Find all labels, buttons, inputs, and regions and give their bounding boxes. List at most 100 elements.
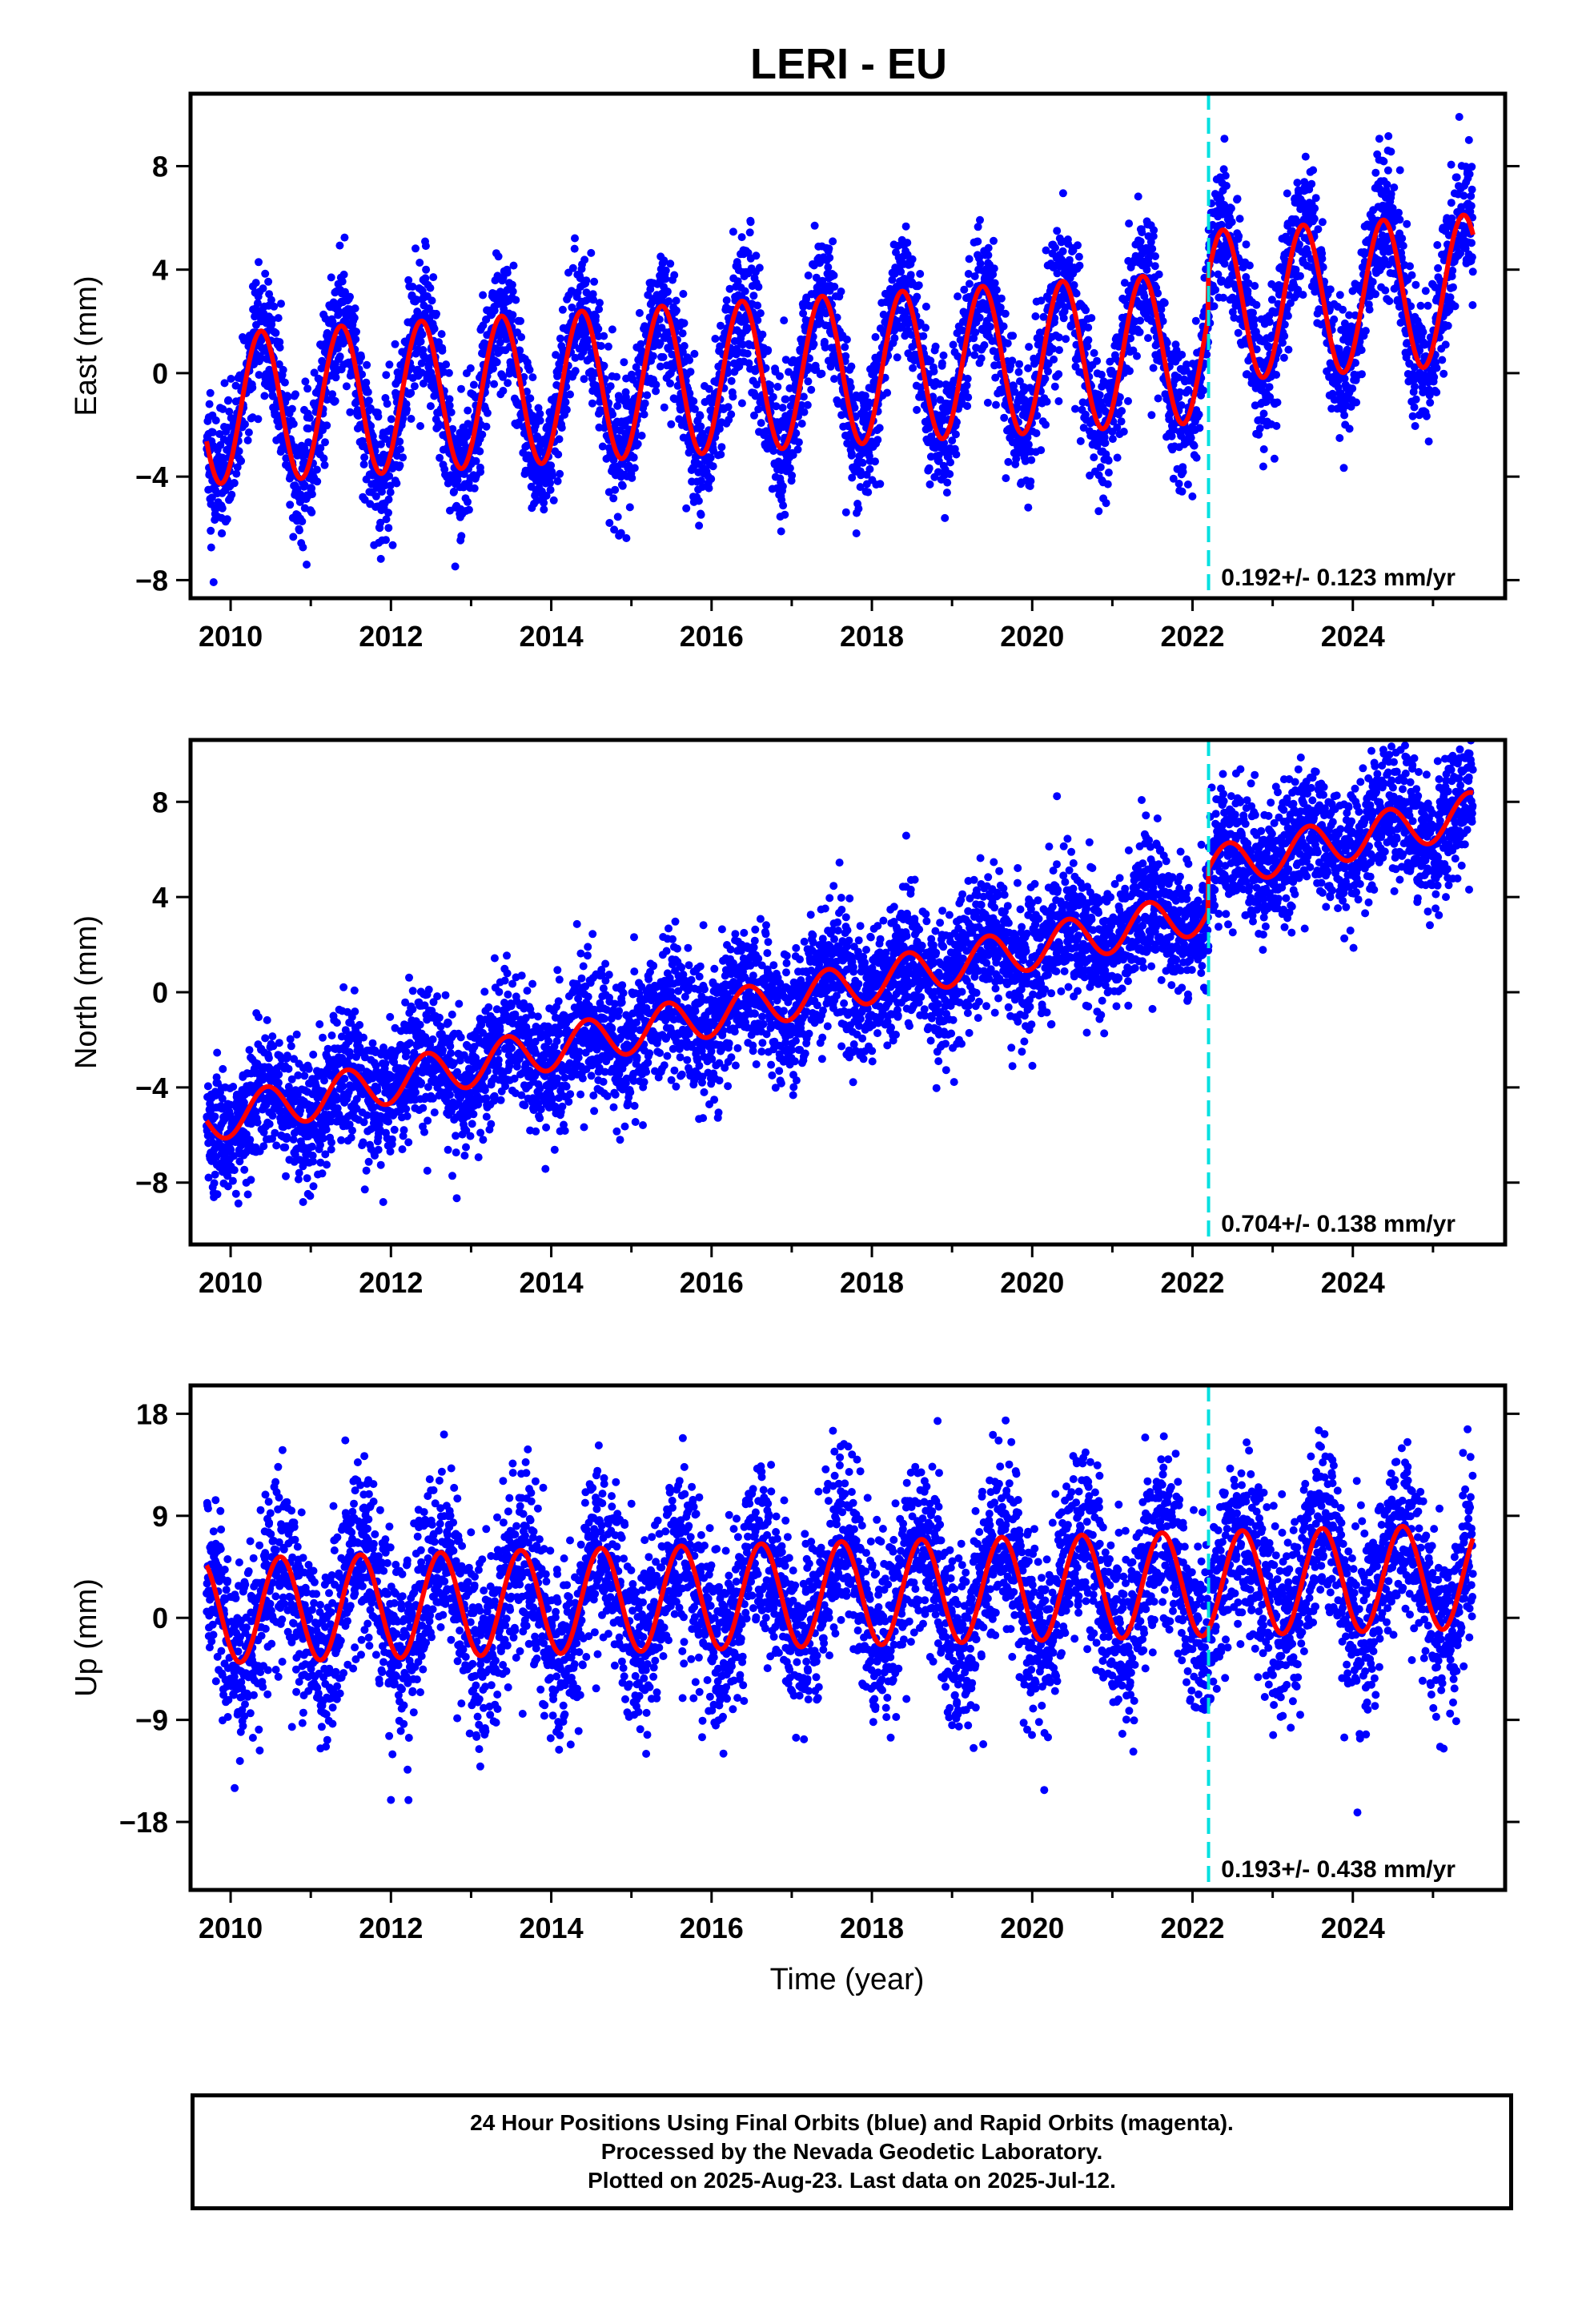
east-point	[416, 337, 425, 346]
east-point	[1352, 398, 1361, 407]
east-point	[280, 378, 289, 387]
east-point	[792, 429, 801, 437]
east-point	[1339, 464, 1348, 472]
east-point	[340, 233, 349, 242]
east-point	[660, 403, 669, 412]
east-point	[1188, 492, 1197, 501]
east-point	[1001, 309, 1010, 318]
east-point	[1039, 312, 1048, 321]
east-point	[1162, 339, 1171, 347]
east-point	[1096, 463, 1105, 472]
east-point	[549, 496, 558, 505]
east-point	[901, 222, 910, 231]
east-point	[953, 418, 961, 427]
east-point	[745, 228, 754, 237]
east-point	[1058, 189, 1067, 198]
east-point	[396, 437, 404, 446]
east-point	[516, 316, 524, 325]
east-point	[1299, 291, 1307, 300]
east-point	[738, 340, 747, 349]
east-point	[418, 330, 427, 339]
east-point	[371, 492, 380, 501]
east-point	[984, 243, 993, 252]
east-point	[888, 275, 897, 284]
east-point	[333, 344, 342, 353]
east-point	[1033, 412, 1042, 420]
east-point	[975, 313, 984, 322]
east-point	[561, 398, 570, 407]
east-point	[1002, 474, 1010, 483]
east-point	[1054, 370, 1063, 379]
east-point	[976, 215, 984, 224]
east-point	[1210, 302, 1219, 311]
east-point	[327, 273, 335, 282]
east-point	[464, 406, 472, 415]
east-point	[1037, 446, 1046, 455]
east-point	[727, 410, 736, 419]
east-point	[300, 480, 309, 489]
east-point	[571, 234, 579, 243]
east-point	[437, 330, 446, 339]
east-point	[399, 453, 408, 462]
east-point	[512, 296, 520, 304]
east-point	[667, 420, 676, 428]
east-point	[304, 424, 313, 433]
east-point	[952, 450, 961, 459]
east-point	[576, 274, 584, 283]
east-point	[207, 543, 215, 552]
east-point	[1186, 433, 1195, 442]
east-point	[310, 368, 319, 377]
east-point	[694, 497, 703, 505]
east-point	[1249, 308, 1257, 317]
east-point	[1174, 480, 1183, 488]
east-point	[1216, 195, 1225, 203]
east-point	[592, 312, 600, 321]
east-point	[540, 505, 548, 514]
east-point	[661, 266, 670, 275]
east-point	[919, 332, 928, 340]
east-point	[219, 404, 227, 413]
east-point	[1108, 435, 1117, 444]
east-point	[1327, 404, 1336, 413]
east-point	[785, 368, 793, 376]
east-point	[548, 472, 556, 480]
east-point	[1348, 384, 1357, 393]
east-point	[432, 309, 440, 318]
east-point	[861, 392, 869, 400]
east-point	[1259, 445, 1268, 453]
east-point	[773, 383, 782, 391]
east-point	[502, 335, 511, 344]
east-point	[600, 332, 608, 340]
east-point	[990, 236, 998, 245]
east-point	[277, 300, 285, 308]
east-point	[1070, 281, 1078, 289]
east-point	[1150, 262, 1159, 271]
east-point	[499, 387, 508, 395]
east-point	[582, 288, 591, 297]
east-point	[268, 316, 276, 324]
east-point	[970, 272, 979, 280]
east-point	[264, 277, 273, 286]
east-point	[1025, 343, 1034, 352]
east-point	[1221, 171, 1230, 180]
east-point	[803, 400, 812, 409]
east-point	[323, 396, 331, 404]
east-point	[837, 287, 845, 296]
east-point	[980, 341, 989, 349]
east-point	[237, 456, 246, 465]
east-point	[386, 488, 395, 497]
east-point	[1051, 243, 1059, 252]
east-point	[1175, 388, 1184, 396]
east-point	[1053, 269, 1062, 278]
east-point	[848, 473, 857, 482]
east-point	[1151, 252, 1159, 260]
east-point	[303, 384, 312, 393]
east-point	[1050, 382, 1059, 391]
east-point	[307, 490, 316, 499]
east-point	[321, 438, 329, 447]
east-point	[1058, 247, 1067, 255]
east-point	[1149, 232, 1158, 240]
east-point	[227, 490, 236, 499]
east-point	[331, 396, 339, 405]
east-point	[555, 435, 564, 444]
